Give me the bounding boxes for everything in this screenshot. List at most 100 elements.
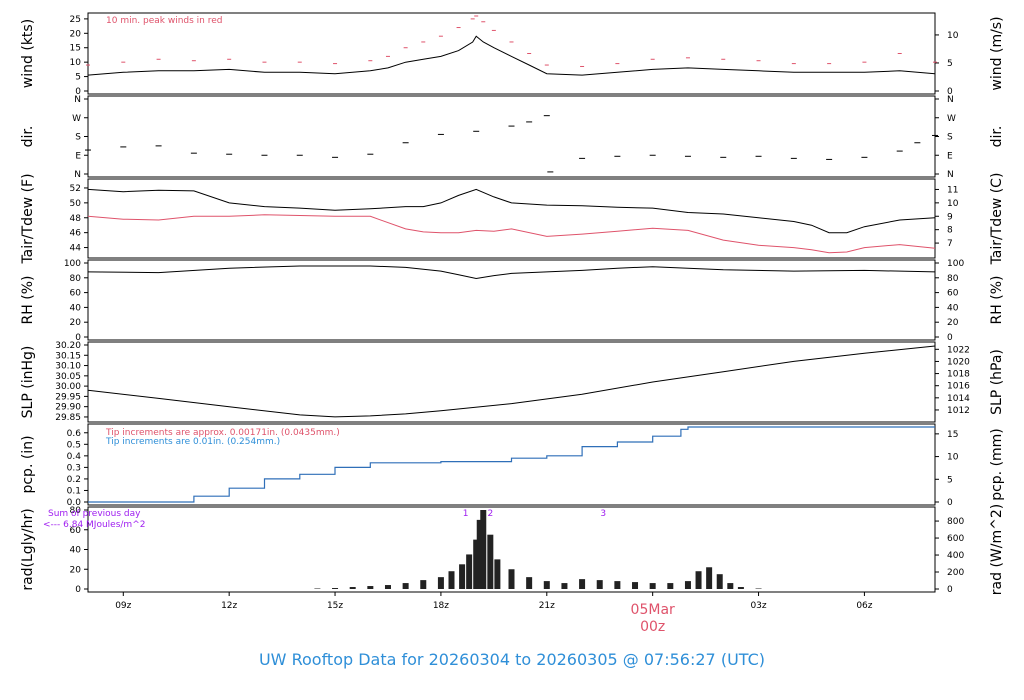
y-tick-label-right: 0 xyxy=(947,498,953,508)
y-tick-label-left: N xyxy=(74,170,81,180)
y-axis-label-right: SLP (hPa) xyxy=(989,349,1005,415)
radiation-bar xyxy=(649,583,656,589)
y-tick-label-left: E xyxy=(75,151,81,161)
y-tick-label-left: 15 xyxy=(70,44,81,54)
y-tick-label-left: 0.2 xyxy=(67,475,81,485)
radiation-bar xyxy=(579,579,586,589)
x-tick-label: 21z xyxy=(539,601,555,611)
panel-frame xyxy=(87,423,936,506)
dew-point-line xyxy=(87,214,936,254)
y-tick-label-right: 15 xyxy=(947,430,958,440)
rh-line xyxy=(87,265,936,280)
panel-precip: pcp. (in) pcp. (mm) 0.0 0.10.2 0.30.4 0.50.6 0… xyxy=(20,423,1005,508)
radiation-bar xyxy=(543,581,550,589)
panel-frame xyxy=(87,12,936,95)
radiation-bar xyxy=(448,571,455,589)
y-tick-label-left: 20 xyxy=(70,29,82,39)
y-tick-label-right: 1018 xyxy=(947,370,970,380)
radiation-bar xyxy=(716,574,723,589)
panel-slp: SLP (inHg) SLP (hPa)29.8529.9029.9530.003… xyxy=(20,341,1005,423)
y-tick-label-left: 0 xyxy=(75,87,81,97)
y-tick-label-right: 400 xyxy=(947,551,964,561)
radiation-bar xyxy=(667,583,674,589)
y-axis-label-right: pcp. (mm) xyxy=(989,428,1005,501)
y-tick-label-right: N xyxy=(947,95,954,105)
y-tick-label-right: 1012 xyxy=(947,406,970,416)
radiation-bar xyxy=(706,567,713,589)
date-marker-date: 05Mar xyxy=(631,602,675,618)
radiation-bar xyxy=(737,587,744,589)
radiation-bar xyxy=(614,581,621,589)
y-tick-label-left: N xyxy=(74,95,81,105)
y-tick-label-right: 200 xyxy=(947,568,964,578)
y-tick-label-left: 48 xyxy=(70,214,82,224)
precip-line xyxy=(88,426,935,503)
radiation-bar xyxy=(420,580,427,589)
y-axis-label-right: rad (W/m^2) xyxy=(989,504,1005,595)
y-tick-label-right: 20 xyxy=(947,318,959,328)
y-axis-label-right: dir. xyxy=(989,126,1005,148)
radiation-bar xyxy=(480,510,487,589)
radiation-bar xyxy=(384,585,391,589)
radiation-bar xyxy=(695,571,702,589)
y-tick-label-right: 1014 xyxy=(947,394,970,404)
x-tick-label: 06z xyxy=(856,601,872,611)
y-tick-label-left: 30.15 xyxy=(55,351,81,361)
radiation-bar xyxy=(437,577,444,589)
y-tick-label-right: 9 xyxy=(947,212,953,222)
y-tick-label-left: 0.6 xyxy=(67,429,82,439)
y-tick-label-right: S xyxy=(947,133,953,143)
y-tick-label-left: 60 xyxy=(70,289,82,299)
radiation-bar xyxy=(508,569,515,589)
y-tick-label-right: 600 xyxy=(947,534,964,544)
y-tick-label-right: 60 xyxy=(947,289,959,299)
y-tick-label-left: 52 xyxy=(70,184,81,194)
y-tick-label-left: 30.10 xyxy=(55,362,81,372)
x-tick-label: 03z xyxy=(750,601,766,611)
y-tick-label-right: 800 xyxy=(947,517,964,527)
radiation-bar xyxy=(367,586,374,589)
y-tick-label-left: 0 xyxy=(75,585,81,595)
y-tick-label-right: 5 xyxy=(947,59,953,69)
radiation-bar xyxy=(332,588,339,589)
y-tick-label-right: 10 xyxy=(947,31,959,41)
y-tick-label-left: 80 xyxy=(70,274,82,284)
slp-line xyxy=(87,345,936,418)
y-tick-label-left: 100 xyxy=(64,259,81,269)
y-tick-label-left: 80 xyxy=(70,506,82,516)
y-tick-label-left: 0.3 xyxy=(67,463,81,473)
panel-wind: wind (kts) wind (m/s) 0 5 10 15 20 25 0 5 10 10 min… xyxy=(20,12,1005,97)
tip-note-exact: Tip increments are 0.01in. (0.254mm.) xyxy=(105,437,280,447)
y-tick-label-left: S xyxy=(75,133,81,143)
y-axis-label-right: wind (m/s) xyxy=(989,16,1005,90)
y-tick-label-right: 100 xyxy=(947,259,964,269)
radiation-marker: 3 xyxy=(600,509,606,519)
y-axis-label-left: dir. xyxy=(20,126,36,148)
y-tick-label-left: 29.95 xyxy=(55,392,81,402)
panel-frame xyxy=(87,95,936,178)
y-tick-label-left: 60 xyxy=(70,526,82,536)
y-tick-label-right: 5 xyxy=(947,475,953,485)
y-tick-label-right: 1020 xyxy=(947,357,970,367)
panel-frame xyxy=(87,259,936,341)
radiation-marker: 2 xyxy=(487,509,493,519)
y-tick-label-left: W xyxy=(72,114,81,124)
radiation-bar xyxy=(459,564,466,589)
y-tick-label-left: 30.20 xyxy=(55,341,81,351)
y-axis-label-left: Tair/Tdew (F) xyxy=(20,173,36,264)
panel-frame xyxy=(87,341,936,423)
y-tick-label-left: 0 xyxy=(75,333,81,343)
y-tick-label-right: 10 xyxy=(947,199,959,209)
y-tick-label-left: 50 xyxy=(70,199,82,209)
radiation-bar xyxy=(494,559,501,589)
y-tick-label-right: 11 xyxy=(947,185,958,195)
radiation-bar xyxy=(466,554,473,589)
y-tick-label-right: 0 xyxy=(947,87,953,97)
y-tick-label-left: 0.0 xyxy=(67,498,82,508)
y-tick-label-left: 10 xyxy=(70,58,82,68)
daily-sum-value: <--- 6.84 MJoules/m^2 xyxy=(43,520,145,530)
y-tick-label-right: 7 xyxy=(947,239,953,249)
y-tick-label-right: W xyxy=(947,114,956,124)
panel-rh: RH (%) RH (%) 0 20 40 60 80 100 0 20 40 60 80 100 xyxy=(20,259,1005,343)
